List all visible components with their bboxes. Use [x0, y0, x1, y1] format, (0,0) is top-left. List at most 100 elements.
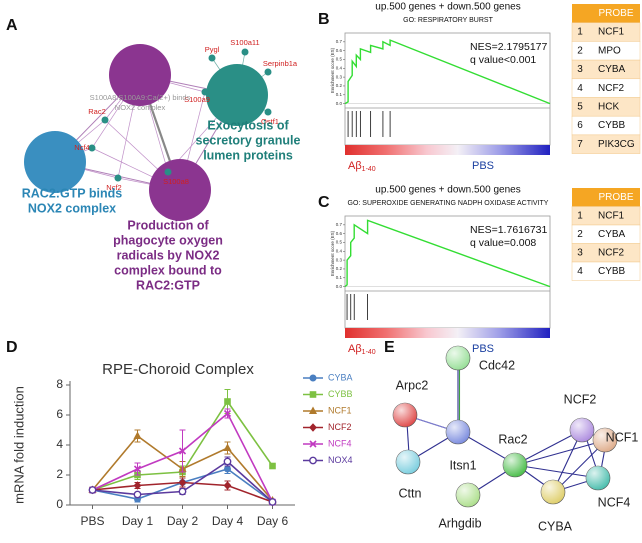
- table-cell: CYBB: [598, 120, 626, 131]
- node-shine: [393, 403, 417, 427]
- y-tick-label: 0.4: [336, 248, 343, 253]
- marker: [88, 486, 97, 494]
- node-shine: [541, 480, 565, 504]
- gene-node: [241, 48, 249, 56]
- panel-label: D: [6, 339, 18, 356]
- marker: [309, 374, 317, 382]
- protein-label: NCF4: [598, 495, 631, 509]
- table-cell: 1: [577, 27, 583, 38]
- y-tick-label: 0.1: [336, 92, 343, 97]
- group-name: Aβ: [348, 343, 362, 355]
- protein-label: Cttn: [399, 486, 422, 500]
- y-tick-label: 0.6: [336, 48, 343, 53]
- protein-label: NCF1: [606, 430, 639, 444]
- protein-label: Cdc42: [479, 358, 515, 372]
- y-tick-label: 0: [56, 497, 63, 511]
- y-tick-label: 0.6: [336, 231, 343, 236]
- legend-label: CYBA: [328, 372, 353, 382]
- table-cell: PIK3CG: [598, 139, 635, 150]
- marker: [223, 457, 232, 466]
- gene-node: [114, 174, 122, 182]
- group-sub: 1-40: [362, 349, 376, 356]
- pathway-note: NOX2 complex: [115, 103, 166, 112]
- annotation: q value<0.001: [470, 54, 536, 66]
- y-tick-label: 0.5: [336, 240, 343, 245]
- table-row: [571, 134, 641, 154]
- gene-label: S100a9: [184, 95, 210, 104]
- table-cell: HCK: [598, 101, 619, 112]
- table-header-text: PROBE: [598, 8, 633, 19]
- hub-node: [149, 159, 211, 221]
- node-shine: [570, 418, 594, 442]
- table-header: [572, 188, 640, 207]
- y-tick-label: 0.0: [336, 101, 343, 106]
- y-tick-label: 0.0: [336, 284, 343, 289]
- gene-label: Ostf1: [261, 117, 279, 126]
- y-axis-label: mRNA fold induction: [11, 386, 26, 504]
- plot-frame: [344, 32, 551, 146]
- marker: [309, 423, 317, 432]
- gene-label: Ncf2: [106, 183, 121, 192]
- node-shine: [456, 483, 480, 507]
- table-cell: MPO: [598, 45, 621, 56]
- table-cell: CYBA: [598, 229, 626, 240]
- x-tick-label: Day 2: [167, 514, 199, 528]
- y-tick-label: 8: [56, 377, 63, 391]
- marker: [268, 498, 277, 506]
- node-shine: [593, 428, 617, 452]
- y-tick-label: 0.4: [336, 65, 343, 70]
- table-cell: 3: [577, 247, 583, 258]
- marker: [224, 465, 231, 473]
- node-shine: [586, 466, 610, 490]
- group-label: Aβ1-40: [348, 160, 376, 173]
- protein-label: Arhgdib: [438, 516, 481, 530]
- pathway-label: complex bound to: [114, 263, 222, 277]
- x-tick-label: PBS: [80, 514, 104, 528]
- marker: [269, 462, 276, 470]
- x-tick-label: Day 4: [212, 514, 244, 528]
- y-tick-label: 0.2: [336, 83, 343, 88]
- marker: [223, 481, 232, 490]
- gene-label: Ncf4: [74, 143, 89, 152]
- legend-label: NCF4: [328, 438, 352, 448]
- marker: [309, 391, 317, 398]
- gene-label: S100a11: [230, 38, 259, 47]
- pathway-label: radicals by NOX2: [117, 248, 220, 262]
- table-cell: 7: [577, 139, 583, 150]
- marker: [308, 406, 318, 414]
- gene-node: [88, 144, 96, 152]
- pathway-label: NOX2 complex: [28, 201, 116, 215]
- edge: [514, 429, 583, 466]
- legend-label: NCF2: [328, 422, 352, 432]
- marker: [309, 456, 317, 465]
- x-tick-label: Day 6: [257, 514, 289, 528]
- panel-label: E: [384, 339, 395, 356]
- legend-label: NCF1: [328, 405, 352, 415]
- y-tick-label: 2: [56, 467, 63, 481]
- protein-label: Arpc2: [396, 378, 429, 392]
- marker: [178, 487, 187, 496]
- group-name: Aβ: [348, 160, 362, 172]
- y-tick-label: 0.2: [336, 266, 343, 271]
- hub-node: [24, 131, 86, 193]
- gene-node: [264, 108, 272, 116]
- pathway-note: S100A8:S100A9:Ca(2+) binds: [90, 93, 191, 102]
- gene-label: Serpinb1a: [263, 59, 298, 68]
- table-cell: 3: [577, 64, 583, 75]
- panel-label: C: [318, 194, 330, 211]
- gene-label: Rac2: [88, 107, 106, 116]
- legend-label: CYBB: [328, 389, 353, 399]
- plot-frame: [344, 215, 551, 329]
- chart-subtitle: GO: RESPIRATORY BURST: [403, 17, 493, 24]
- chart-title: up.500 genes + down.500 genes: [375, 2, 520, 13]
- y-tick-label: 0.3: [336, 74, 343, 79]
- table-cell: 2: [577, 229, 583, 240]
- gene-node: [164, 168, 172, 176]
- edge: [514, 464, 599, 479]
- es-curve: [344, 219, 551, 288]
- pathway-label: Production of: [127, 218, 209, 232]
- y-tick-label: 4: [56, 437, 63, 451]
- panel-label: B: [318, 11, 330, 28]
